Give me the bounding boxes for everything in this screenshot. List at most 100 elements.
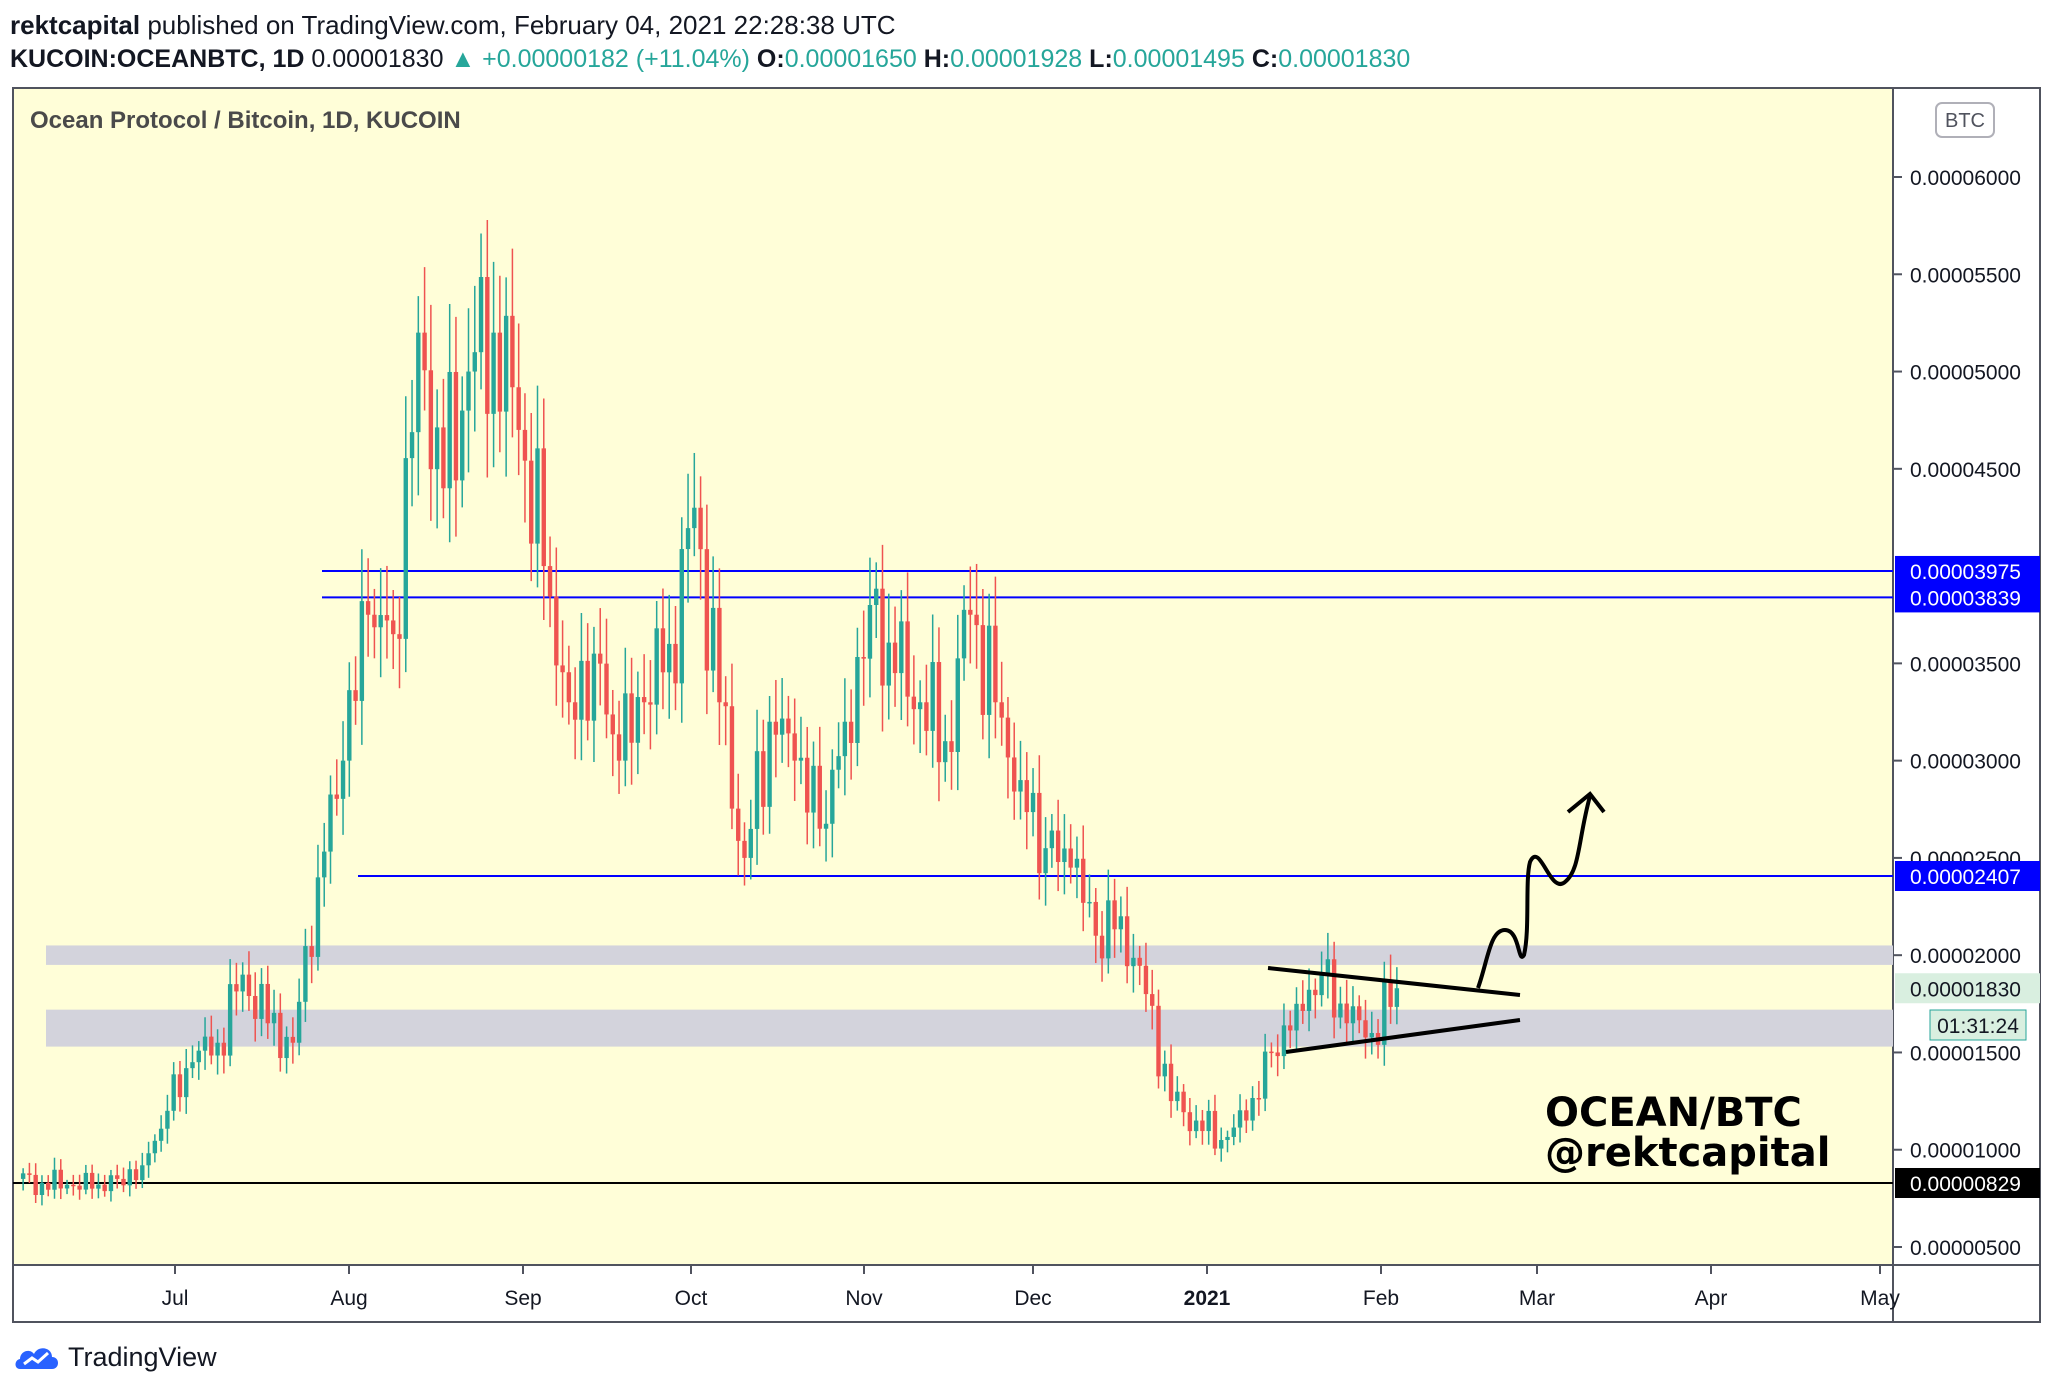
- candle-body: [253, 995, 258, 1019]
- candle-body: [598, 653, 603, 664]
- candle-body: [485, 277, 490, 414]
- candle-body: [736, 808, 741, 841]
- candle-body: [347, 690, 352, 761]
- candle-body: [867, 605, 873, 659]
- zone-0: [46, 945, 1893, 965]
- price-axis-area[interactable]: [1893, 88, 2040, 1265]
- support-resistance-zones: [46, 945, 1893, 1047]
- candle-body: [1225, 1136, 1230, 1140]
- candle-body: [792, 733, 797, 761]
- candle-body: [165, 1110, 170, 1129]
- candle-body: [1062, 848, 1067, 863]
- candle-body: [328, 794, 333, 852]
- triangle-lower-line: [1285, 1018, 1521, 1054]
- candle-body: [980, 625, 986, 715]
- projected-path-arrow: [1476, 795, 1592, 989]
- candle-body: [817, 765, 822, 829]
- time-axis-area[interactable]: [13, 1265, 2040, 1322]
- candle-body: [447, 371, 452, 489]
- tradingview-brand[interactable]: TradingView: [68, 1341, 217, 1372]
- x-tick-label-10: May: [1860, 1287, 1900, 1310]
- chart-pane[interactable]: [13, 88, 1893, 1265]
- candle-body: [1231, 1127, 1236, 1137]
- y-tick-label-3: 0.00002000: [1910, 945, 2021, 968]
- candle-body: [723, 702, 728, 707]
- candle-body: [1156, 1005, 1161, 1077]
- candle-body: [510, 315, 515, 388]
- candle-body: [1193, 1120, 1199, 1132]
- candle-body: [1043, 848, 1048, 874]
- low-label: L:: [1089, 45, 1113, 73]
- y-tick-label-9: 0.00005500: [1910, 264, 2021, 287]
- candle-body: [591, 653, 597, 721]
- candle-body: [1112, 900, 1117, 930]
- x-tick-label-2: Sep: [504, 1287, 541, 1310]
- candle-body: [1012, 757, 1017, 792]
- candle-body: [416, 332, 421, 433]
- candle-body: [158, 1128, 164, 1141]
- candle-body: [823, 823, 829, 829]
- candle-body: [842, 721, 848, 757]
- candle-body: [89, 1172, 95, 1189]
- y-tick-label-10: 0.00006000: [1910, 167, 2021, 190]
- candle-body: [1275, 1052, 1280, 1057]
- candle-body: [836, 756, 841, 770]
- candle-body: [1294, 1003, 1299, 1031]
- pane-title: Ocean Protocol / Bitcoin, 1D, KUCOIN: [30, 107, 461, 134]
- candle-body: [334, 794, 339, 799]
- candle-body: [1269, 1051, 1274, 1054]
- candle-body: [102, 1184, 107, 1192]
- candle-body: [121, 1178, 126, 1186]
- candle-body: [717, 607, 722, 703]
- last-price: 0.00001830: [311, 45, 444, 73]
- price-change: ▲ +0.00000182 (+11.04%): [450, 45, 750, 73]
- candle-body: [830, 769, 835, 824]
- candle-body: [861, 656, 866, 659]
- author-name[interactable]: rektcapital: [10, 10, 141, 40]
- tradingview-cloud-icon[interactable]: [14, 1342, 60, 1372]
- currency-badge-box[interactable]: [1935, 102, 1995, 138]
- candle-body: [478, 277, 484, 353]
- y-tick-label-0: 0.00000500: [1910, 1237, 2021, 1260]
- candle-body: [202, 1036, 208, 1051]
- candle-body: [811, 765, 816, 813]
- price-tag-label-0: 0.00003975: [1910, 561, 2021, 584]
- y-tick-label-7: 0.00004500: [1910, 459, 2021, 482]
- candle-body: [579, 660, 584, 720]
- price-tag-label-1: 0.00003839: [1910, 587, 2021, 610]
- candle-body: [535, 448, 540, 544]
- candle-body: [353, 690, 358, 701]
- candle-body: [1206, 1110, 1211, 1132]
- candle-body: [1237, 1110, 1243, 1128]
- candle-body: [184, 1068, 189, 1098]
- candle-body: [290, 1036, 296, 1043]
- candle-body: [936, 662, 942, 763]
- candle-body: [1137, 957, 1142, 966]
- candle-body: [767, 721, 772, 807]
- currency-badge: BTC: [1945, 110, 1985, 132]
- candle-body: [409, 432, 415, 459]
- candle-body: [798, 757, 804, 761]
- candle-body: [955, 658, 960, 752]
- x-tick-label-8: Mar: [1519, 1287, 1555, 1310]
- candle-body: [986, 625, 992, 715]
- candle-body: [572, 702, 578, 720]
- candle-body: [968, 609, 973, 615]
- x-tick-label-9: Apr: [1695, 1287, 1728, 1310]
- candle-body: [1074, 858, 1080, 868]
- price-tag-label-4: 0.00001830: [1910, 978, 2021, 1001]
- candle-body: [491, 332, 496, 414]
- candle-body: [472, 352, 477, 372]
- candle-body: [698, 507, 703, 550]
- candle-body: [503, 315, 509, 412]
- candle-body: [729, 706, 735, 809]
- candle-body: [704, 549, 710, 671]
- x-tick-label-6: 2021: [1184, 1287, 1231, 1310]
- candle-body: [949, 741, 954, 752]
- candle-body: [911, 696, 917, 710]
- candle-body: [667, 643, 672, 673]
- annotation-pair: OCEAN/BTC: [1545, 1090, 1802, 1136]
- candle-body: [541, 448, 546, 567]
- candle-body: [1350, 1006, 1356, 1024]
